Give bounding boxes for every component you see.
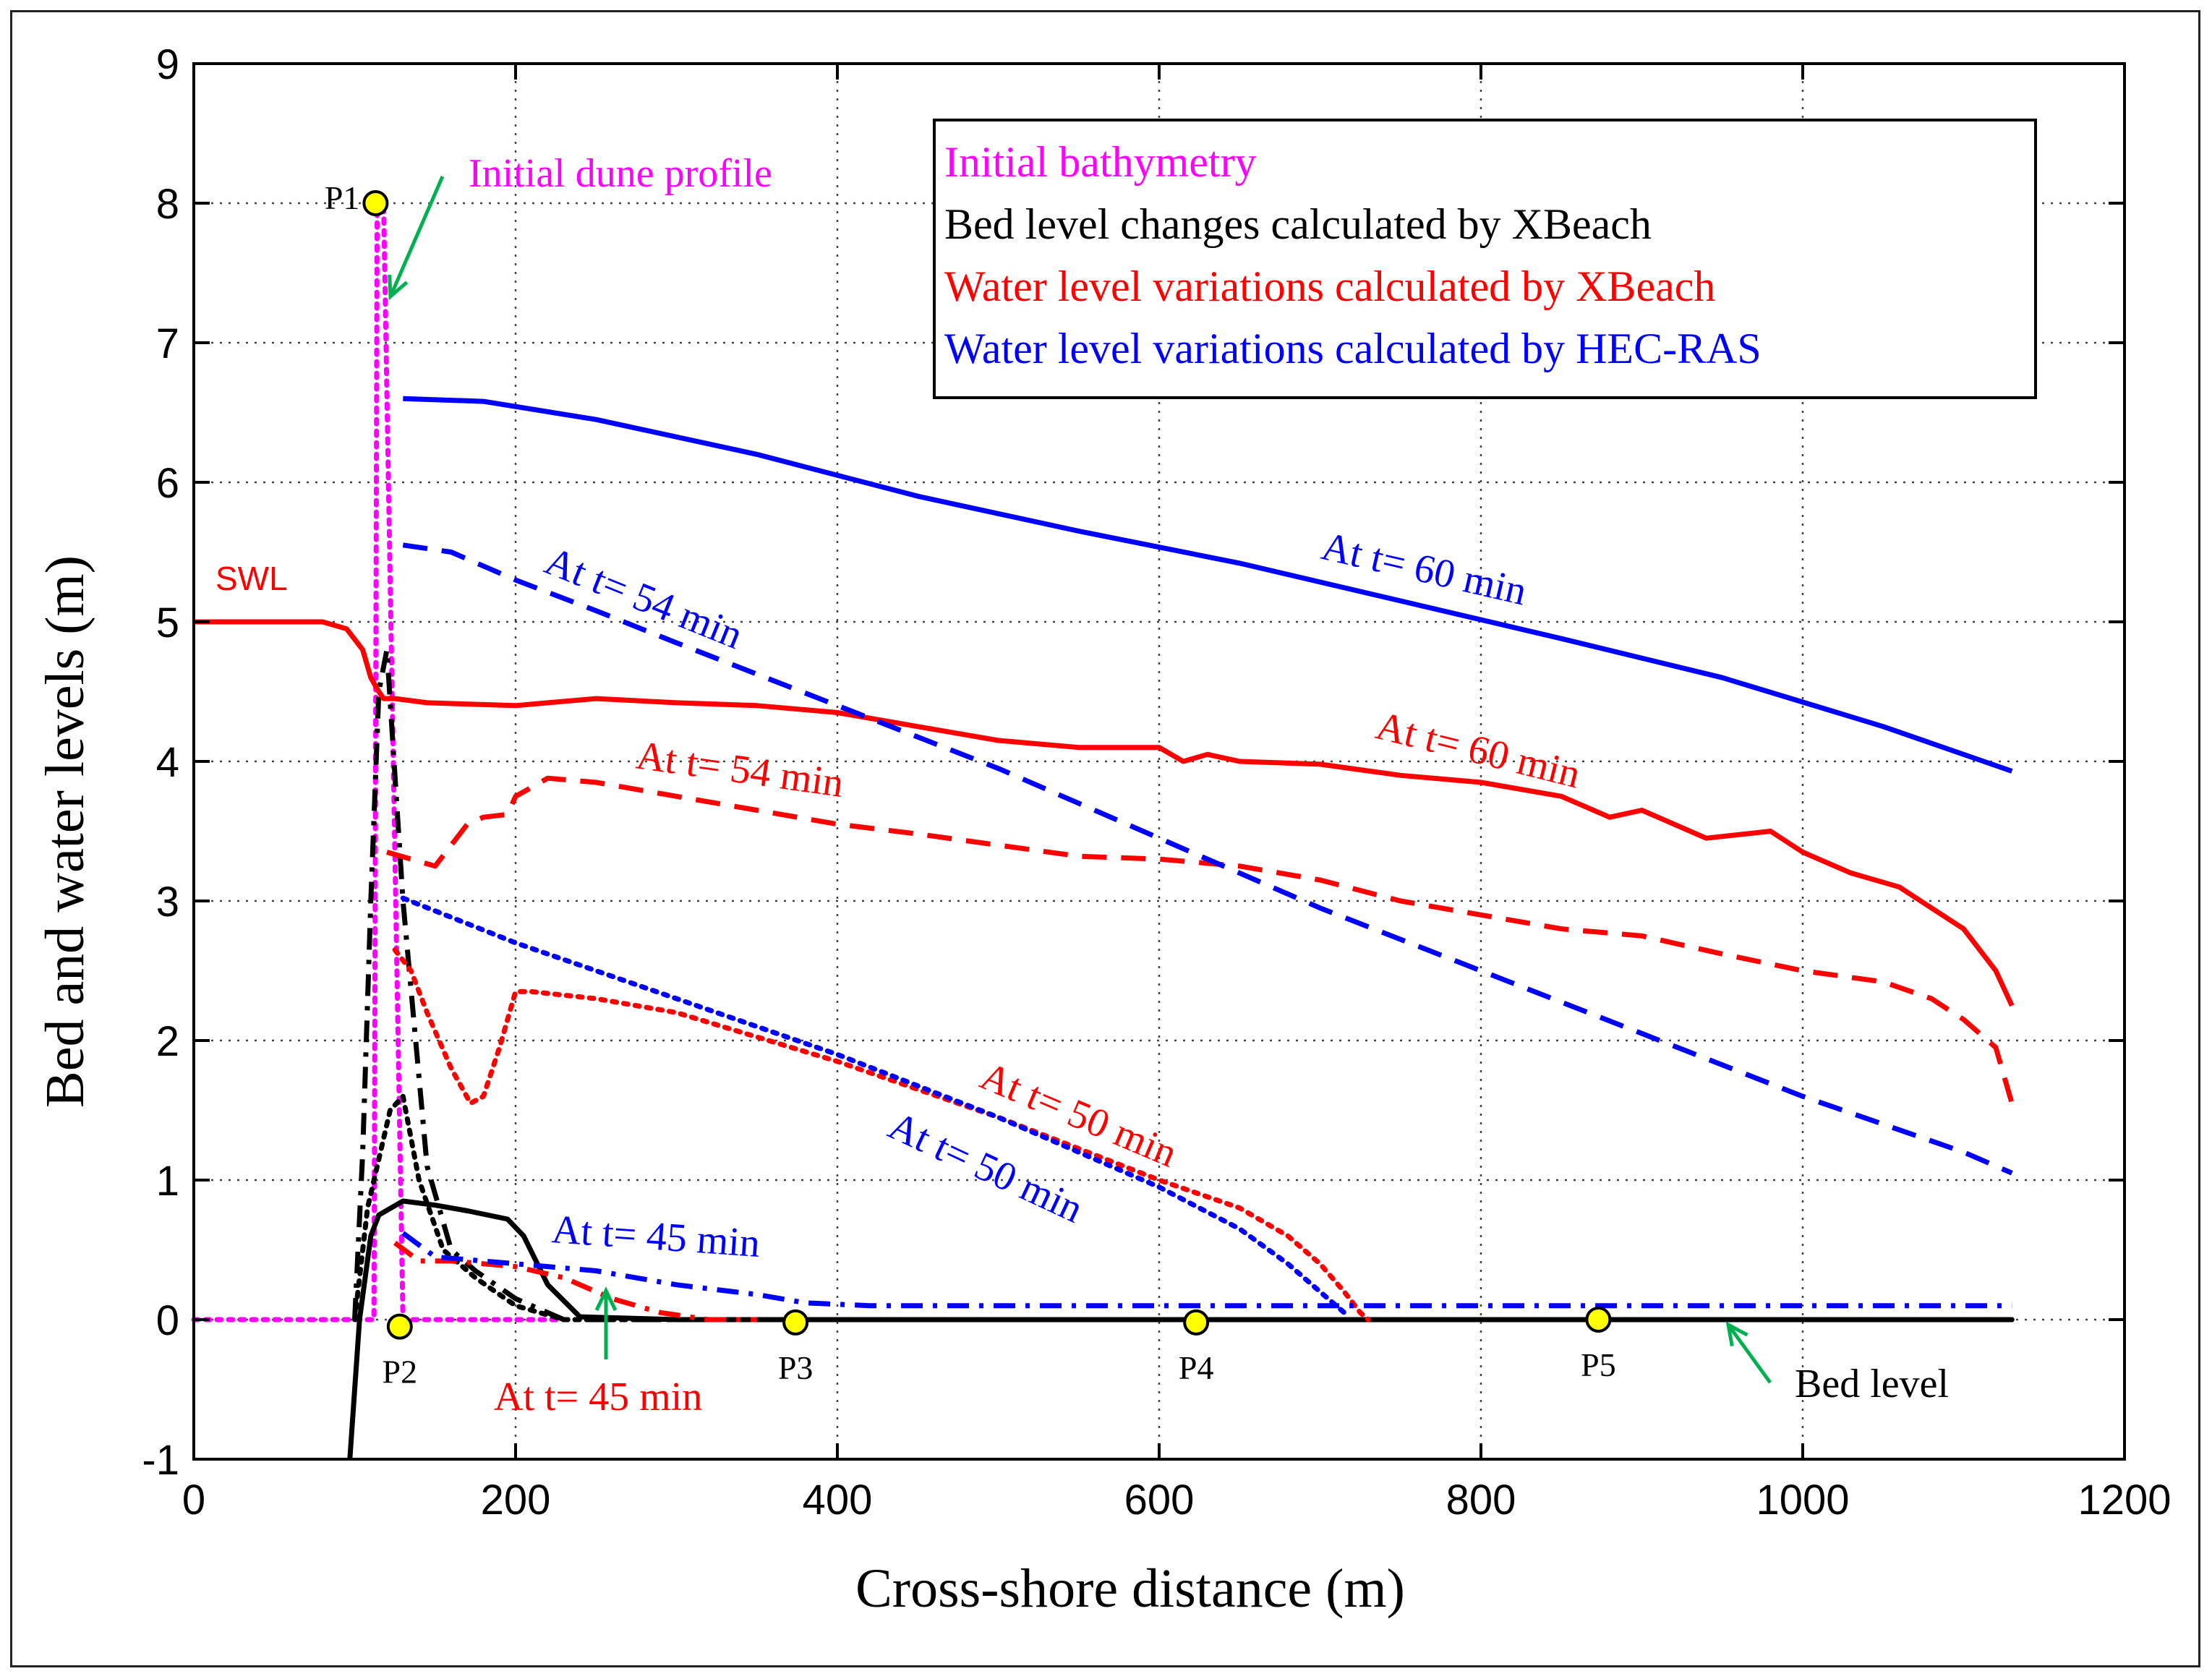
x-tick-label: 0 [182,1477,205,1524]
station-label-p3: P3 [778,1349,814,1386]
x-tick-label: 1200 [2078,1477,2171,1524]
y-tick-label: 0 [156,1297,179,1344]
arrow-initial-dune-profile-head [388,274,409,301]
legend-entry-initial-bathymetry: Initial bathymetry [944,138,1257,186]
y-tick-label: 2 [156,1018,179,1065]
series-line-xbeach-t-50-min [392,947,1371,1323]
legend-entry-water-level-hecras: Water level variations calculated by HEC… [944,325,1762,372]
station-marker-p1 [362,190,389,216]
legend-entry-bed-level-xbeach: Bed level changes calculated by XBeach [944,200,1652,248]
station-label-p5: P5 [1581,1346,1616,1383]
series-line-hec-ras-t-54-min [402,542,2013,1176]
x-tick-label: 200 [481,1477,551,1524]
y-tick-label: 7 [156,320,179,367]
y-tick-label: 4 [156,739,179,786]
station-marker-p2 [386,1313,413,1340]
legend-box [933,119,2037,399]
series-line-bed-level-t-54-min [352,647,2012,1323]
station-marker-p4 [1183,1309,1210,1336]
station-label-p2: P2 [383,1354,418,1390]
arrow-xbeach-45-head [594,1286,618,1312]
x-tick-label: 400 [803,1477,873,1524]
annotation-hecras-60: At t= 60 min [1318,524,1531,614]
y-tick-label: -1 [142,1437,179,1484]
annotation-xbeach-45: At t= 45 min [494,1375,702,1419]
series-line-hec-ras-t-60-min [403,396,2013,774]
x-tick-label: 1000 [1756,1477,1849,1524]
series-line-bed-level-t-60-min [347,1198,2012,1460]
annotation-swl: SWL [215,560,288,597]
series-line-xbeach-t-60-min [194,619,2015,1007]
arrow-initial-dune-profile [388,176,445,297]
series-line-bed-level-t-50-min [352,1093,2015,1323]
y-tick-label: 8 [156,181,179,228]
series-line-xbeach-t-54-min [386,775,2015,1104]
series-line-hec-ras-t-45-min [401,1231,2012,1309]
series-line-xbeach-t-45-min [393,1241,757,1323]
legend: Initial bathymetry Bed level changes cal… [933,119,2037,399]
annotation-bed-level: Bed level [1795,1362,1949,1406]
x-axis-label: Cross-shore distance (m) [855,1558,1405,1619]
legend-entry-water-level-xbeach: Water level variations calculated by XBe… [944,262,1715,310]
y-tick-label: 6 [156,460,179,507]
station-marker-p5 [1585,1307,1612,1333]
y-axis-label: Bed and water levels (m) [35,555,95,1108]
station-label-p4: P4 [1179,1349,1214,1386]
series-line-hec-ras-t-50-min [400,895,1347,1315]
annotation-hecras-45: At t= 45 min [550,1207,761,1266]
y-tick-label: 5 [156,599,179,646]
x-tick-label: 800 [1446,1477,1516,1524]
station-label-p1: P1 [325,179,360,216]
annotation-arrows [388,176,1772,1384]
x-tick-label: 600 [1124,1477,1195,1524]
y-tick-label: 3 [156,879,179,926]
station-points: P1 P2 P3 P4 P5 [325,179,1616,1390]
y-tick-label: 1 [156,1158,179,1205]
arrow-bed-level-head [1725,1321,1748,1346]
y-tick-label: 9 [156,41,179,88]
station-marker-p3 [782,1309,809,1336]
annotation-initial-dune-profile: Initial dune profile [469,151,772,196]
arrow-bed-level [1726,1323,1772,1384]
